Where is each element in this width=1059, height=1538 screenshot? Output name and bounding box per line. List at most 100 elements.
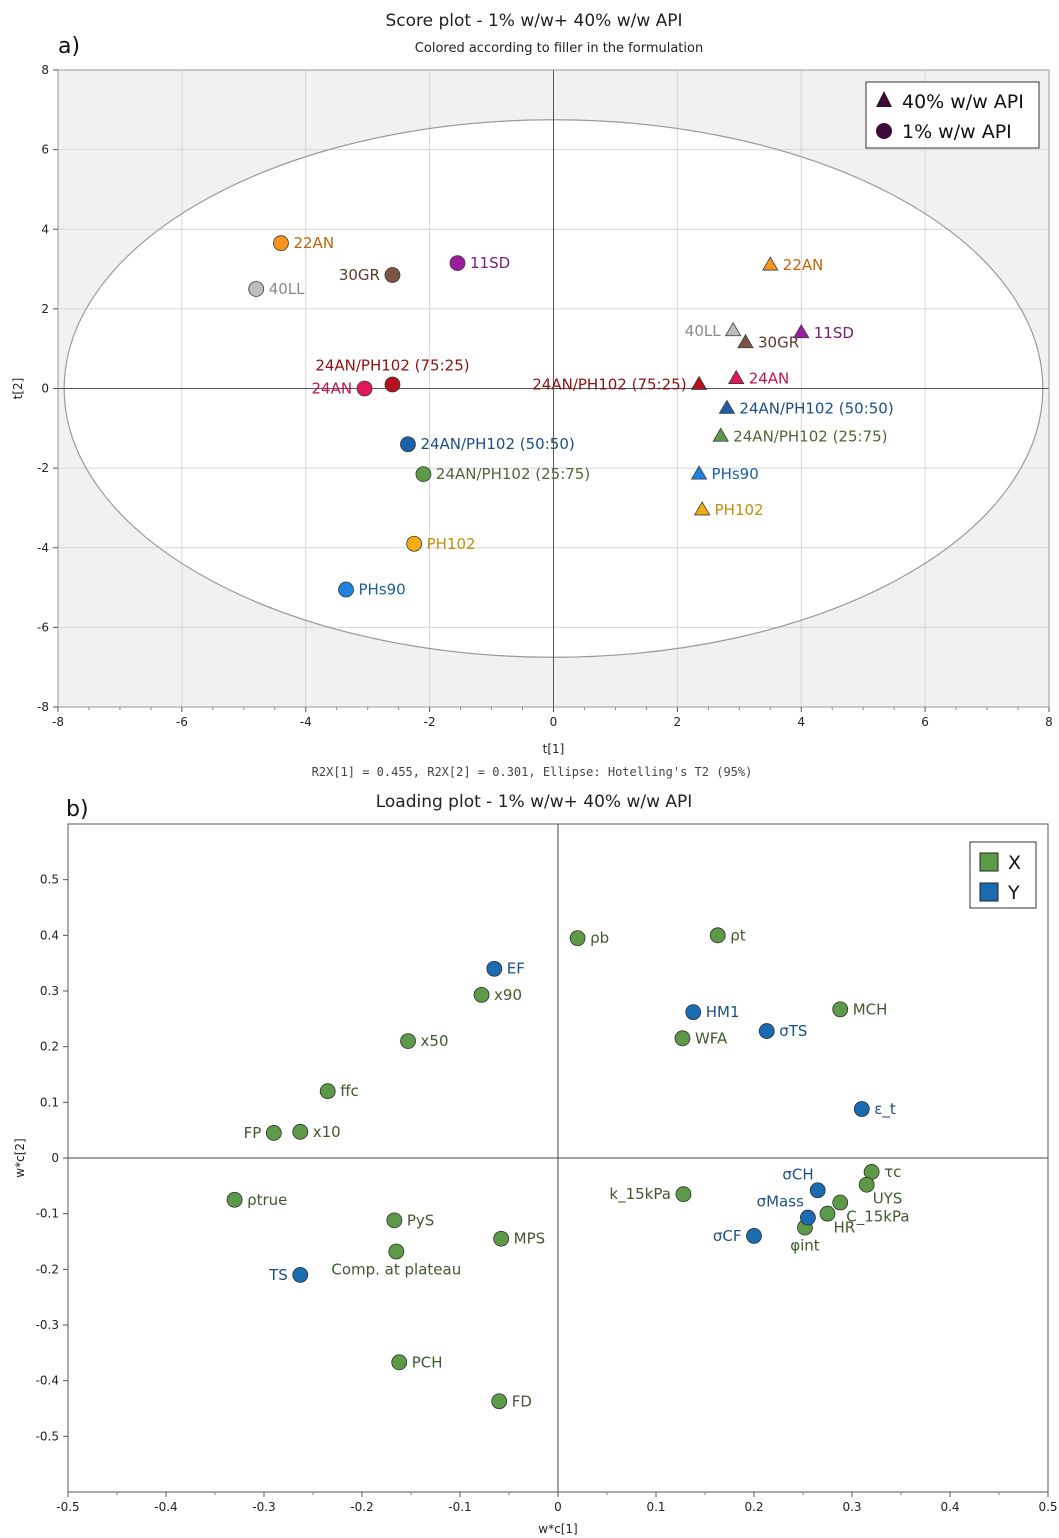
point-label-22an-40pct: 22AN	[783, 256, 824, 274]
score-plot: -8 -6 -4 -2 0 2 4 6 8 8 6 4 2 0 -2 -4 -6 -8 t[1] t[2] 22AN 40…	[11, 63, 1053, 756]
point-label-ph102-40pct: PH102	[715, 501, 764, 519]
x-tick-label: 0	[554, 1500, 562, 1514]
panel-label-b: b)	[66, 797, 89, 822]
loading-label-hm1-y: HM1	[706, 1003, 740, 1021]
loading-label-t-x: ρt	[730, 926, 746, 944]
point-label-11sd-40pct: 11SD	[814, 324, 854, 342]
loading-point-pch-x	[391, 1354, 408, 1371]
point-label-phs90-1pct: PHs90	[359, 581, 406, 599]
loading-point-t-y	[853, 1101, 870, 1117]
loading-label-pys-x: PyS	[407, 1211, 434, 1229]
point-label-24an-40pct: 24AN	[749, 370, 790, 388]
point-label-22an-1pct: 22AN	[293, 234, 334, 252]
x-tick-label: -0.3	[252, 1500, 275, 1514]
legend-entry-1-w-w-api: 1% w/w API	[902, 121, 1012, 143]
loading-label-ts-y: σTS	[779, 1022, 807, 1040]
x-tick-label: 0.2	[744, 1500, 763, 1514]
loading-label-x90-x: x90	[494, 986, 522, 1004]
loading-label-mch-x: MCH	[853, 1000, 888, 1018]
loading-label-c-x: τc	[884, 1163, 901, 1181]
point-40ll-40pct	[724, 321, 742, 337]
loading-label-ts-y: TS	[268, 1266, 288, 1284]
loading-point-x50-x	[400, 1033, 416, 1049]
loading-label-ch-y: σCH	[782, 1165, 813, 1183]
loading-plot-title: Loading plot - 1% w/w+ 40% w/w API	[376, 792, 693, 812]
score-plot-footnote: R2X[1] = 0.455, R2X[2] = 0.301, Ellipse:…	[312, 765, 753, 779]
series-1-w-w-api: 22AN 40LL 30GR 11SD 24AN/PH102 (75:25) 24AN 24…	[248, 234, 590, 599]
point-phs90-1pct	[338, 581, 354, 598]
x-tick-label: -0.2	[350, 1500, 373, 1514]
x-tick-label: -6	[176, 715, 188, 729]
point-ph102-1pct	[406, 535, 423, 552]
loading-point-comp-at-plateau-x	[388, 1243, 405, 1260]
legend-swatch-y	[979, 882, 999, 902]
point-label-40ll-1pct: 40LL	[269, 280, 305, 298]
loading-point-ts-y	[758, 1023, 775, 1039]
score-legend-box	[865, 81, 1040, 149]
y-tick-label: -0.3	[36, 1318, 59, 1332]
point-30gr-40pct	[737, 333, 754, 349]
loading-point-x10-x	[292, 1123, 309, 1140]
x-tick-label: 0	[550, 715, 558, 729]
score-plot-subtitle: Colored according to filler in the formu…	[415, 41, 703, 56]
loading-point-ts-y	[292, 1267, 309, 1283]
y-tick-label: 0.4	[40, 928, 59, 942]
loading-point-true-x	[226, 1191, 243, 1208]
x-tick-label: 6	[921, 715, 929, 729]
loading-point-k-15kpa-x	[675, 1186, 692, 1203]
x-tick-label: 0.5	[1038, 1500, 1057, 1514]
point-24an-ph102-50-50-1pct	[400, 436, 416, 453]
loading-label-hr-x: HR	[834, 1219, 856, 1237]
loading-point-fd-x	[491, 1393, 508, 1410]
loading-point-mch-x	[832, 1001, 849, 1018]
point-label-30gr-1pct: 30GR	[339, 266, 380, 284]
loading-label-k-15kpa-x: k_15kPa	[609, 1185, 671, 1204]
loading-plot: -0.5 -0.4 -0.3 -0.2 -0.1 0 0.1 0.2 0.3 0.4 0.5 0.5 0…	[13, 823, 1058, 1536]
series-y: EF HM1 σTS ε_t σCH σMass σCF TS	[268, 960, 896, 1284]
y-tick-label: 0	[41, 382, 49, 396]
y-tick-label: 8	[41, 63, 49, 77]
y-tick-label: 2	[41, 302, 49, 316]
x-axis-label: w*c[1]	[538, 1522, 577, 1536]
point-label-24an-ph102-50-50-40pct: 24AN/PH102 (50:50)	[739, 399, 893, 417]
x-tick-label: -4	[300, 715, 312, 729]
legend-entry-y: Y	[1007, 882, 1020, 904]
loading-point-ch-y	[809, 1182, 826, 1199]
loading-point-mps-x	[493, 1230, 510, 1247]
loading-point-uys-x	[858, 1176, 875, 1193]
loading-label-b-x: ρb	[590, 929, 609, 947]
loading-label-comp-at-plateau-x: Comp. at plateau	[331, 1261, 461, 1279]
point-label-24an-1pct: 24AN	[312, 380, 353, 398]
point-label-40ll-40pct: 40LL	[685, 322, 721, 340]
y-tick-label: -8	[37, 700, 49, 714]
point-22an-40pct	[762, 256, 779, 271]
point-label-30gr-40pct: 30GR	[758, 334, 799, 352]
x-tick-label: 2	[674, 715, 682, 729]
score-plot-title: Score plot - 1% w/w+ 40% w/w API	[385, 11, 682, 31]
point-24an-ph102-75-25-1pct	[384, 376, 401, 393]
point-label-24an-ph102-75-25-40pct: 24AN/PH102 (75:25)	[532, 376, 686, 394]
legend-entry-x: X	[1008, 852, 1021, 874]
loading-legend: XY	[969, 841, 1037, 909]
point-30gr-1pct	[384, 267, 401, 283]
loading-label-int-x: φint	[790, 1237, 820, 1255]
point-label-phs90-40pct: PHs90	[712, 465, 759, 483]
point-label-24an-ph102-25-75-1pct: 24AN/PH102 (25:75)	[436, 465, 590, 483]
x-tick-label: 0.1	[646, 1500, 665, 1514]
y-tick-label: 0.3	[40, 984, 59, 998]
loading-point-hm1-y	[685, 1004, 702, 1021]
y-tick-label: -0.2	[36, 1262, 59, 1276]
point-11sd-40pct	[793, 323, 810, 339]
loading-point-x90-x	[473, 986, 490, 1003]
loading-label-t-y: ε_t	[874, 1100, 896, 1119]
score-legend: 40% w/w API 1% w/w API	[865, 81, 1040, 149]
series-40-w-w-api: 22AN 40LL 30GR 11SD 24AN/PH102 (75:25) 24AN 24…	[532, 256, 893, 519]
loading-label-x10-x: x10	[313, 1123, 341, 1141]
loading-label-ffc-x: ffc	[340, 1082, 359, 1100]
loading-label-c-15kpa-x: C_15kPa	[846, 1208, 909, 1227]
point-22an-1pct	[273, 235, 289, 252]
x-tick-label: -0.1	[448, 1500, 471, 1514]
y-tick-label: -4	[37, 541, 49, 555]
loading-point-fp-x	[265, 1125, 282, 1141]
